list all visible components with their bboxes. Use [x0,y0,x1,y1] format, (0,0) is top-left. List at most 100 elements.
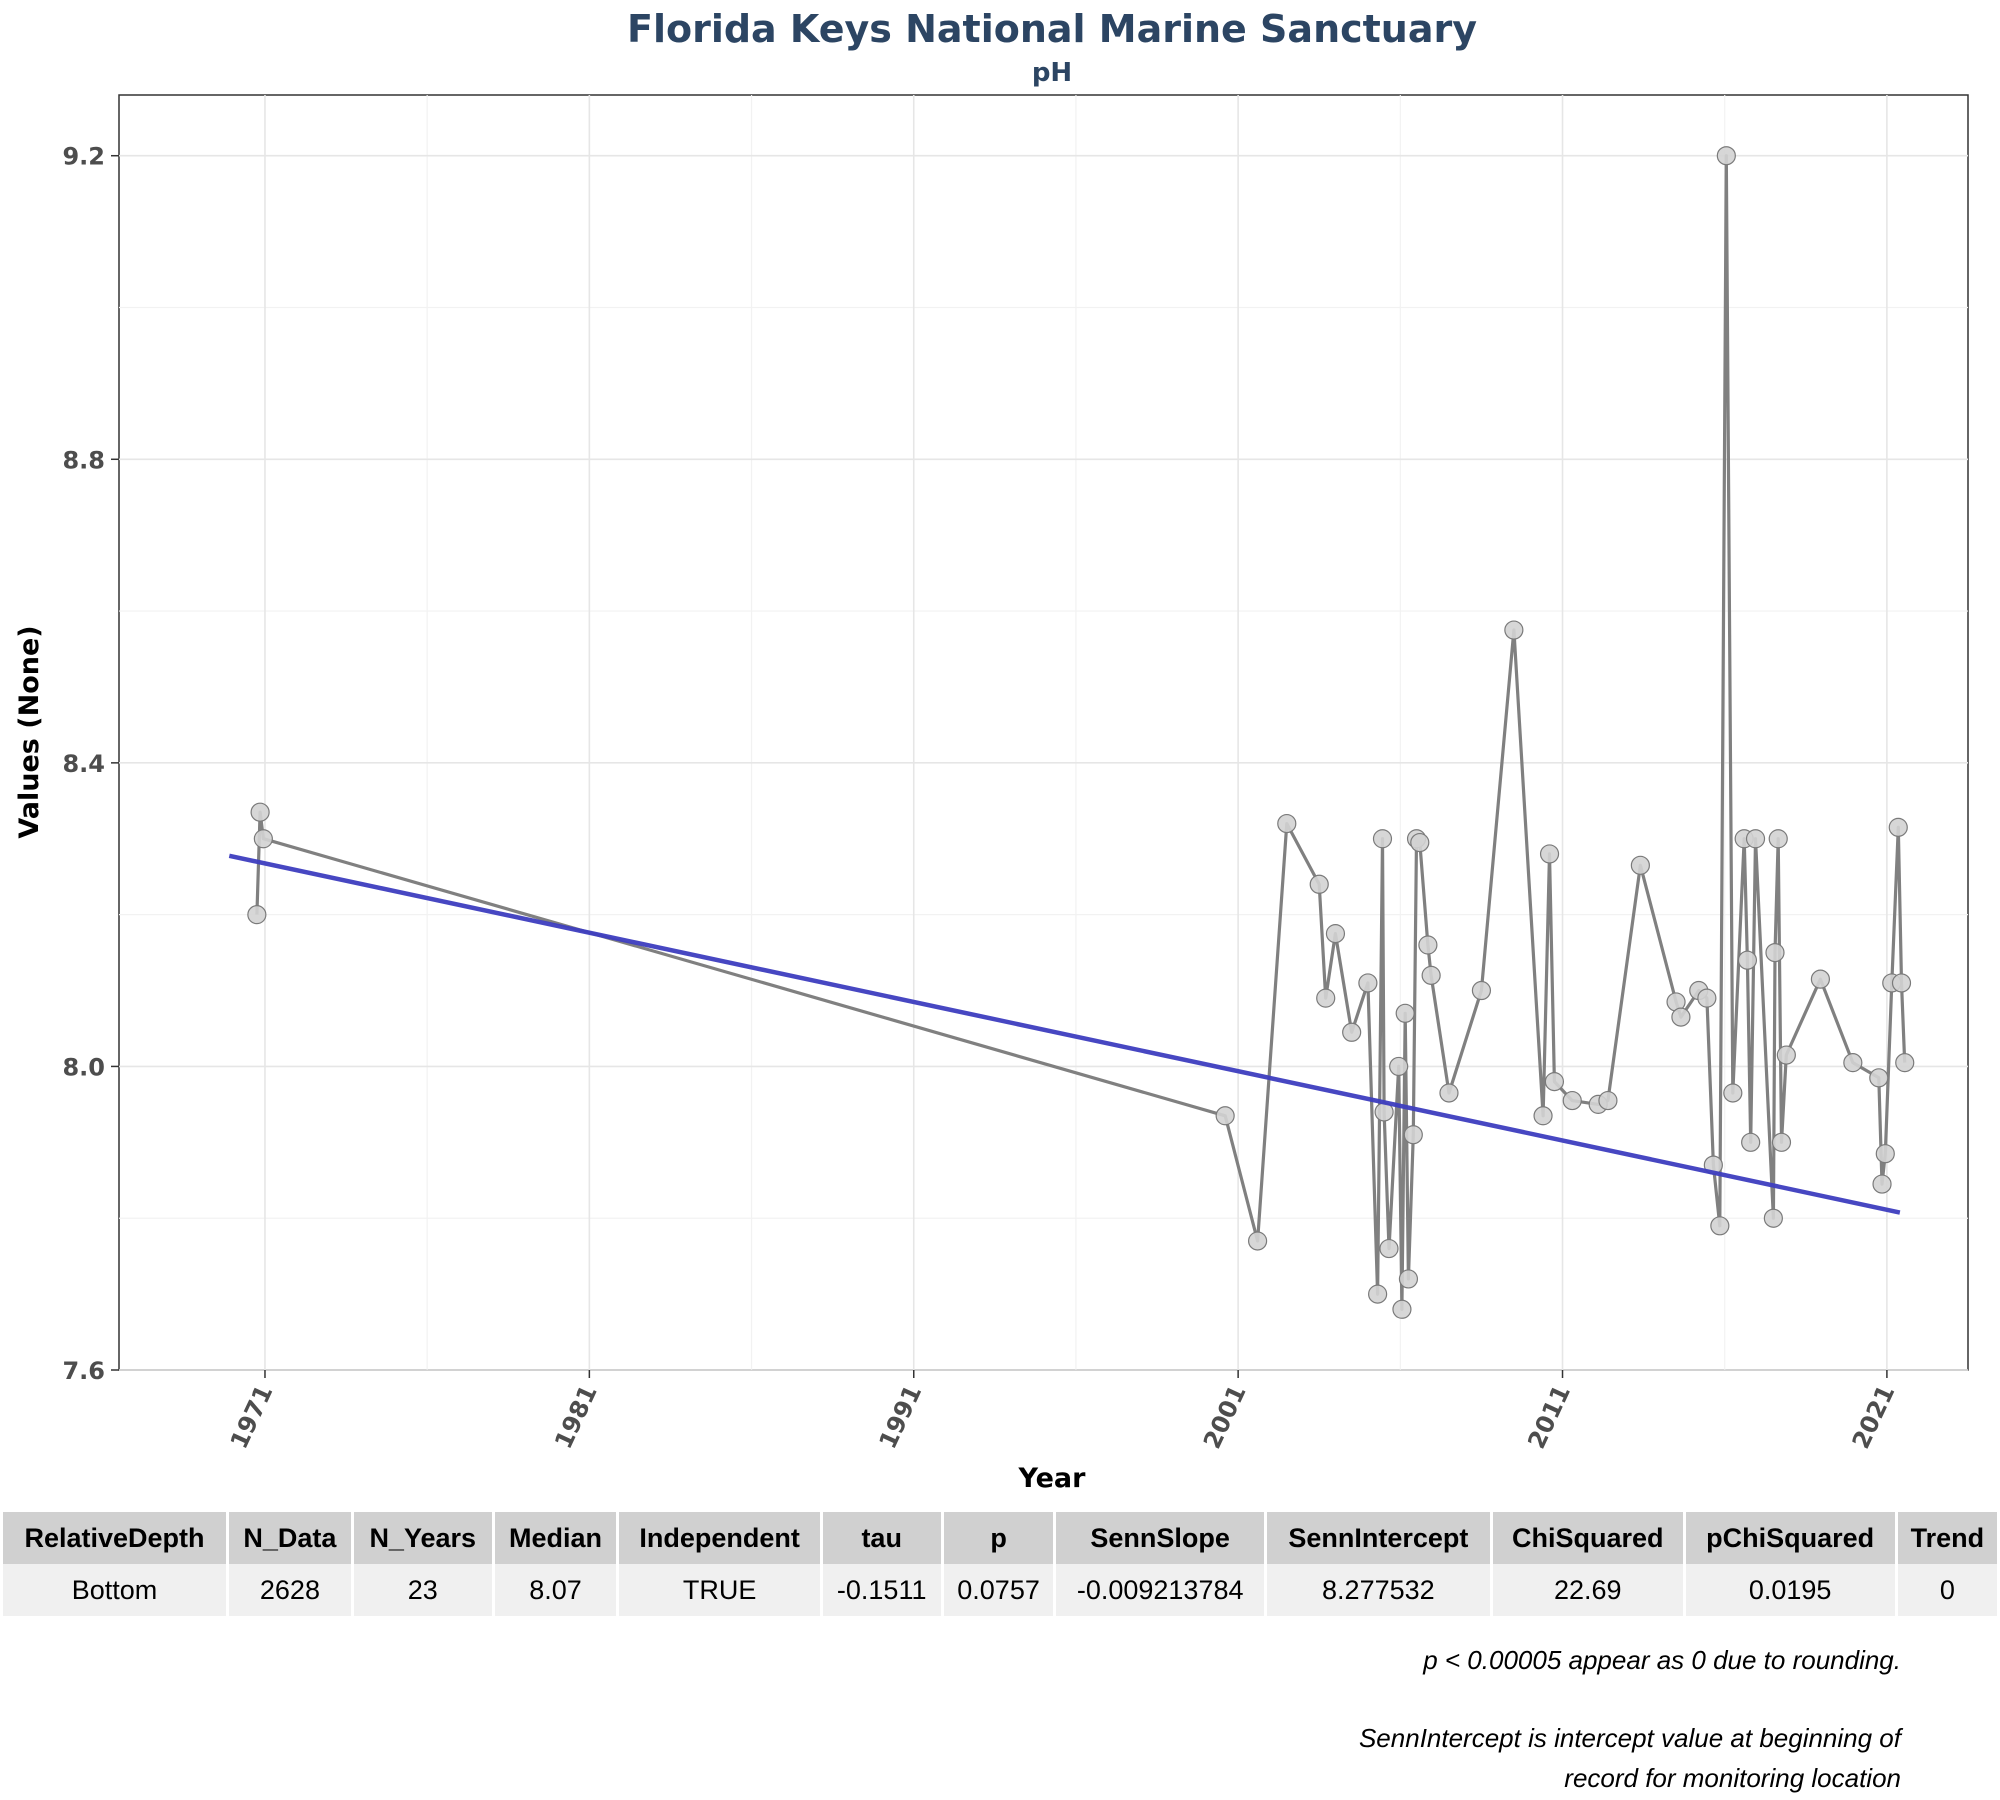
ph-data-point [1504,620,1524,640]
ph-data-point [1368,1284,1388,1304]
ph-data-point [1710,1216,1730,1236]
table-cell: 0.0195 [1685,1564,1895,1616]
ph-data-point [1215,1106,1235,1126]
x-tick-label: 1981 [549,1381,603,1453]
x-tick-label: 1991 [874,1381,928,1453]
ph-data-point [1891,973,1912,993]
rounding-note: p < 0.00005 appear as 0 due to rounding. [1423,1645,1901,1675]
ph-data-point [1869,1068,1889,1088]
table-cell: 8.277532 [1266,1564,1490,1616]
ph-data-point [1277,813,1297,834]
x-tick-label: 1971 [225,1381,279,1453]
ph-data-point [1325,924,1346,944]
ph-data-point [1539,844,1560,864]
column-header: pChiSquared [1685,1512,1895,1564]
column-header: p [943,1512,1054,1564]
column-header: SennIntercept [1266,1512,1490,1564]
ph-data-point [1410,832,1430,853]
ph-data-point [1439,1083,1459,1103]
ph-data-point [1810,969,1831,989]
table-cell: 0 [1897,1564,1997,1616]
x-axis-title: Year [1018,1463,1087,1494]
table-cell: -0.1511 [822,1564,941,1616]
table-cell: -0.009213784 [1056,1564,1264,1616]
table-cell: 22.69 [1492,1564,1683,1616]
stats-header-row: RelativeDepth N_Data N_Years Median Independ… [3,1512,1997,1564]
y-tick-label: 9.2 [62,143,105,171]
chart-title: Florida Keys National Marine Sanctuary [627,7,1477,51]
ph-data-point [1421,965,1441,985]
stats-table: RelativeDepth N_Data N_Years Median Independ… [0,1512,2000,1616]
ph-data-point [1247,1231,1268,1251]
ph-data-point [1737,950,1758,970]
ph-data-point [1741,1132,1761,1152]
y-tick-label: 8.0 [62,1053,105,1081]
x-tick-label: 2021 [1847,1381,1901,1453]
ph-data-point [1771,1132,1792,1152]
ph-data-point [1723,1083,1743,1103]
ph-data-point [1716,146,1736,166]
column-header: Independent [619,1512,820,1564]
ph-data-point [1544,1072,1565,1092]
stats-body: Bottom 2628 23 8.07 TRUE -0.1511 0.0757 -0.0092… [3,1564,1997,1616]
column-header: Trend [1897,1512,1997,1564]
table-cell: Bottom [3,1564,226,1616]
ph-data-point [1398,1269,1419,1289]
column-header: N_Years [353,1512,492,1564]
ph-data-point [247,905,267,925]
table-cell: 0.0757 [943,1564,1054,1616]
table-cell: 23 [353,1564,492,1616]
y-tick-label: 8.4 [62,750,105,778]
grid-layer [119,95,1968,1371]
ph-data-point [1395,1003,1415,1023]
ph-data-point [1888,817,1908,837]
ph-data-point [1342,1022,1362,1042]
ph-data-point [1471,980,1492,1001]
ph-data-point [1316,988,1336,1008]
ph-data-point [253,829,273,849]
column-header: ChiSquared [1492,1512,1683,1564]
ph-data-point [1598,1090,1618,1111]
ph-data-point [1418,935,1438,955]
ph-data-point [1895,1053,1915,1073]
ph-data-point [1776,1045,1796,1065]
table-cell: TRUE [619,1564,820,1616]
intercept-note-line-2: record for monitoring location [1564,1763,1901,1793]
column-header: N_Data [228,1512,351,1564]
ph-data-point [1765,942,1785,963]
ph-data-point [1533,1106,1553,1126]
ph-data-point [1403,1125,1423,1145]
x-tick-label: 2001 [1198,1381,1252,1453]
intercept-note: SennIntercept is intercept value at begi… [1359,1718,1901,1798]
table-row: Bottom 2628 23 8.07 TRUE -0.1511 0.0757 -0.0092… [3,1564,1997,1616]
column-header: tau [822,1512,941,1564]
ph-data-point [1630,855,1650,875]
y-tick-label: 8.8 [62,446,105,474]
y-axis-title: Values (None) [14,625,45,838]
ph-data-point [1379,1238,1399,1259]
ph-data-point [1671,1007,1691,1027]
series-layer [228,146,1915,1319]
chart: Florida Keys National Marine Sanctuary p… [14,7,1969,1494]
ph-data-point [1358,973,1378,993]
column-header: RelativeDepth [3,1512,226,1564]
ph-data-point [1872,1174,1892,1194]
table-cell: 2628 [228,1564,351,1616]
ph-data-point [1875,1144,1895,1164]
chart-subtitle: pH [1032,58,1072,88]
y-tick-label: 7.6 [62,1357,105,1385]
intercept-note-line-1: SennIntercept is intercept value at begi… [1358,1723,1901,1753]
ph-data-point [1768,829,1788,849]
column-header: Median [494,1512,617,1564]
x-tick-label: 2011 [1522,1381,1576,1453]
ph-data-point [250,802,270,822]
table-cell: 8.07 [494,1564,617,1616]
plot-panel [118,94,1969,1371]
ph-data-point [1745,829,1766,849]
column-header: SennSlope [1056,1512,1264,1564]
ph-data-point [1389,1056,1409,1077]
ph-data-point [1392,1299,1412,1319]
ph-data-point [1562,1090,1582,1111]
ph-data-point [1763,1208,1783,1228]
ph-data-point [1309,874,1329,894]
